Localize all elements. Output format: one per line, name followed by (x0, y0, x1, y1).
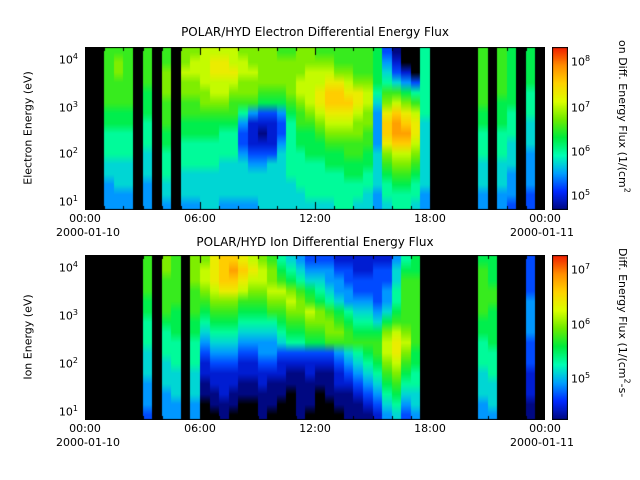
ion-y-tick: 102 (36, 356, 78, 371)
tick-base: 10 (571, 318, 585, 332)
tick-base: 10 (58, 101, 73, 115)
ion-colorbar-tick: 105 (571, 371, 605, 386)
ion-spectrogram (85, 255, 545, 420)
electron-x-tick: 00:00 (529, 212, 561, 225)
tick-base: 10 (571, 263, 585, 277)
tick-exp: 3 (72, 100, 78, 109)
tick-exp: 7 (585, 262, 591, 271)
colorbar-title-sup: 2 (622, 378, 632, 384)
ion-x-tick: 18:00 (414, 422, 446, 435)
tick-exp: 2 (72, 356, 78, 365)
ion-y-axis-title: Ion Energy (eV) (21, 294, 35, 380)
electron-colorbar-tick: 105 (571, 188, 605, 203)
ion-colorbar (552, 255, 568, 420)
tick-base: 10 (58, 261, 73, 275)
tick-exp: 4 (72, 260, 78, 269)
tick-base: 10 (571, 145, 585, 159)
electron-y-tick: 103 (36, 100, 78, 115)
electron-colorbar-tick: 107 (571, 100, 605, 115)
tick-exp: 2 (72, 146, 78, 155)
tick-base: 10 (571, 55, 585, 69)
electron-colorbar-tick: 106 (571, 144, 605, 159)
colorbar-title-text: Diff. Energy Flux (1/(cm (616, 248, 629, 379)
ion-x-tick: 12:00 (299, 422, 331, 435)
tick-exp: 6 (585, 144, 591, 153)
tick-exp: 3 (72, 308, 78, 317)
colorbar-title-text: on Diff. Energy Flux (1/(cm (616, 40, 629, 188)
tick-exp: 6 (585, 317, 591, 326)
electron-title: POLAR/HYD Electron Differential Energy F… (181, 25, 449, 39)
ion-colorbar-tick: 107 (571, 262, 605, 277)
ion-colorbar-title: Diff. Energy Flux (1/(cm2-s- (616, 248, 632, 397)
ion-x-tick: 00:00 (69, 422, 101, 435)
electron-date-left: 2000-01-10 (56, 226, 120, 239)
tick-base: 10 (58, 405, 73, 419)
electron-y-tick: 101 (36, 194, 78, 209)
electron-colorbar (552, 47, 568, 210)
electron-x-tick: 18:00 (414, 212, 446, 225)
tick-base: 10 (58, 147, 73, 161)
ion-date-right: 2000-01-11 (510, 436, 574, 449)
electron-y-tick: 102 (36, 146, 78, 161)
tick-base: 10 (58, 357, 73, 371)
ion-y-tick: 103 (36, 308, 78, 323)
electron-colorbar-title: on Diff. Energy Flux (1/(cm2 (616, 40, 632, 193)
tick-exp: 4 (72, 52, 78, 61)
tick-base: 10 (571, 101, 585, 115)
ion-x-tick: 00:00 (529, 422, 561, 435)
electron-y-axis-title: Electron Energy (eV) (21, 71, 35, 185)
tick-exp: 8 (585, 54, 591, 63)
colorbar-title-sup: 2 (622, 187, 632, 193)
tick-base: 10 (58, 53, 73, 67)
electron-x-tick: 06:00 (184, 212, 216, 225)
electron-x-tick: 12:00 (299, 212, 331, 225)
tick-exp: 5 (585, 188, 591, 197)
tick-exp: 1 (72, 404, 78, 413)
ion-colorbar-tick: 106 (571, 317, 605, 332)
electron-date-right: 2000-01-11 (510, 226, 574, 239)
electron-y-tick: 104 (36, 52, 78, 67)
tick-exp: 5 (585, 371, 591, 380)
tick-base: 10 (571, 189, 585, 203)
ion-title: POLAR/HYD Ion Differential Energy Flux (196, 235, 434, 249)
ion-y-tick: 101 (36, 404, 78, 419)
electron-x-tick: 00:00 (69, 212, 101, 225)
tick-base: 10 (58, 309, 73, 323)
electron-spectrogram (85, 47, 545, 210)
ion-y-tick: 104 (36, 260, 78, 275)
ion-date-left: 2000-01-10 (56, 436, 120, 449)
colorbar-title-tail: -s- (616, 383, 629, 398)
ion-x-tick: 06:00 (184, 422, 216, 435)
electron-colorbar-tick: 108 (571, 54, 605, 69)
tick-base: 10 (58, 195, 73, 209)
tick-base: 10 (571, 372, 585, 386)
tick-exp: 7 (585, 100, 591, 109)
tick-exp: 1 (72, 194, 78, 203)
